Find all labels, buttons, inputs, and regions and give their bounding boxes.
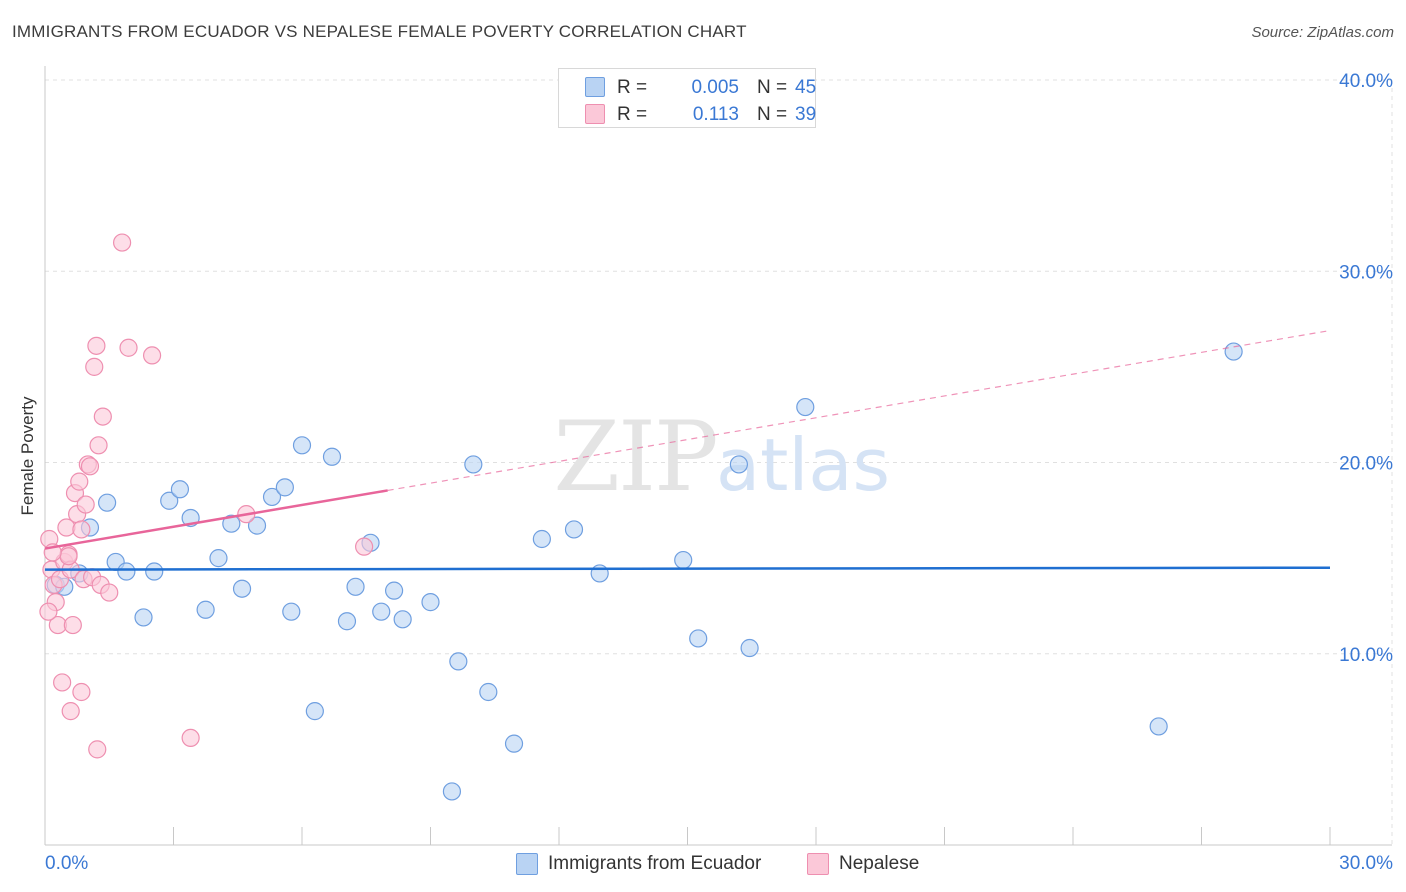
ecuador-point — [262, 487, 282, 507]
correlation-legend: R = 0.005 N = 45 R = 0.113 N = 39 — [558, 68, 816, 128]
nepalese-point — [70, 472, 89, 491]
ecuador-point — [134, 608, 153, 627]
nepalese-point — [355, 537, 374, 556]
tick-labels: 10.0% 20.0% 30.0% 40.0% 0.0% 30.0% — [45, 71, 1393, 874]
legend-n-label: N = — [757, 104, 788, 125]
nepalese-point — [85, 357, 104, 376]
data-points — [39, 233, 1243, 801]
bottom-legend-label-ecuador: Immigrants from Ecuador — [548, 853, 762, 874]
trend-line-solid — [44, 489, 388, 550]
ecuador-point — [275, 478, 294, 497]
ecuador-point — [740, 638, 759, 658]
source-credit: Source: ZipAtlas.com — [1251, 24, 1394, 41]
ecuador-point — [160, 491, 179, 510]
ecuador-point — [532, 529, 551, 549]
bottom-legend-label-nepalese: Nepalese — [839, 853, 920, 874]
x-tick-label-max: 30.0% — [1339, 853, 1393, 874]
ecuador-point — [282, 602, 301, 621]
nepalese-point — [87, 336, 106, 355]
ecuador-point — [674, 550, 693, 570]
nepalese-point — [53, 673, 72, 692]
ecuador-point — [346, 577, 365, 596]
legend-r-label: R = — [617, 77, 648, 98]
chart-title: IMMIGRANTS FROM ECUADOR VS NEPALESE FEMA… — [12, 22, 747, 41]
ecuador-point — [372, 602, 391, 621]
axes — [44, 66, 1392, 846]
ecuador-point — [196, 600, 215, 619]
ecuador-point — [117, 562, 136, 581]
nepalese-point — [88, 740, 107, 759]
y-tick-label: 20.0% — [1339, 454, 1393, 475]
nepalese-point — [72, 520, 91, 539]
y-tick-label: 10.0% — [1339, 645, 1393, 666]
legend-n-value: 39 — [795, 104, 817, 125]
ecuador-point — [590, 564, 609, 583]
ecuador-point — [222, 514, 241, 533]
legend-r-value: 0.113 — [692, 104, 739, 125]
ecuador-point — [504, 734, 524, 753]
ecuador-point — [1224, 342, 1243, 361]
nepalese-point — [93, 407, 112, 426]
nepalese-point — [89, 436, 108, 455]
legend-r-label: R = — [617, 104, 648, 125]
trend-lines — [44, 329, 1331, 571]
y-tick-label: 40.0% — [1339, 71, 1393, 92]
nepalese-point — [119, 338, 138, 357]
nepalese-point — [39, 602, 58, 621]
legend-n-value: 45 — [795, 77, 817, 98]
nepalese-point — [80, 457, 100, 476]
ecuador-point — [292, 436, 312, 455]
ecuador-point — [464, 455, 483, 474]
legend-n-label: N = — [757, 77, 788, 98]
ecuador-point — [796, 397, 815, 417]
ecuador-point — [564, 520, 584, 539]
ecuador-point — [1149, 717, 1168, 736]
legend-r-value: 0.005 — [691, 77, 739, 98]
legend-swatch-nepalese — [585, 104, 605, 124]
ecuador-point — [145, 562, 164, 581]
watermark-zip: ZIP — [553, 401, 716, 513]
ecuador-point — [337, 612, 357, 631]
ecuador-point — [479, 682, 498, 702]
x-tick-label-min: 0.0% — [45, 853, 88, 874]
nepalese-point — [61, 702, 80, 721]
bottom-legend-swatch-ecuador — [516, 853, 538, 875]
ecuador-point — [305, 702, 324, 721]
nepalese-point — [63, 615, 82, 635]
nepalese-point — [100, 583, 119, 602]
ecuador-point — [384, 581, 404, 600]
ecuador-point — [393, 610, 412, 629]
ecuador-point — [98, 493, 117, 512]
nepalese-point — [59, 547, 78, 566]
nepalese-point — [76, 495, 95, 514]
y-tick-label: 30.0% — [1339, 262, 1393, 283]
ecuador-point — [209, 549, 228, 568]
nepalese-point — [142, 346, 162, 365]
ecuador-point — [421, 593, 440, 612]
bottom-legend-swatch-nepalese — [807, 853, 829, 875]
trend-line-solid — [44, 566, 1331, 571]
ecuador-point — [322, 447, 342, 466]
ecuador-point — [170, 480, 190, 499]
legend-swatch-ecuador — [585, 77, 605, 97]
nepalese-point — [181, 728, 200, 748]
trend-line-dashed — [387, 329, 1331, 492]
ecuador-point — [449, 652, 468, 671]
nepalese-point — [112, 233, 132, 252]
ecuador-point — [442, 782, 462, 801]
ecuador-point — [232, 579, 252, 598]
nepalese-point — [72, 682, 91, 702]
ecuador-point — [689, 629, 708, 648]
ecuador-point — [729, 455, 749, 474]
ecuador-point — [247, 516, 267, 535]
